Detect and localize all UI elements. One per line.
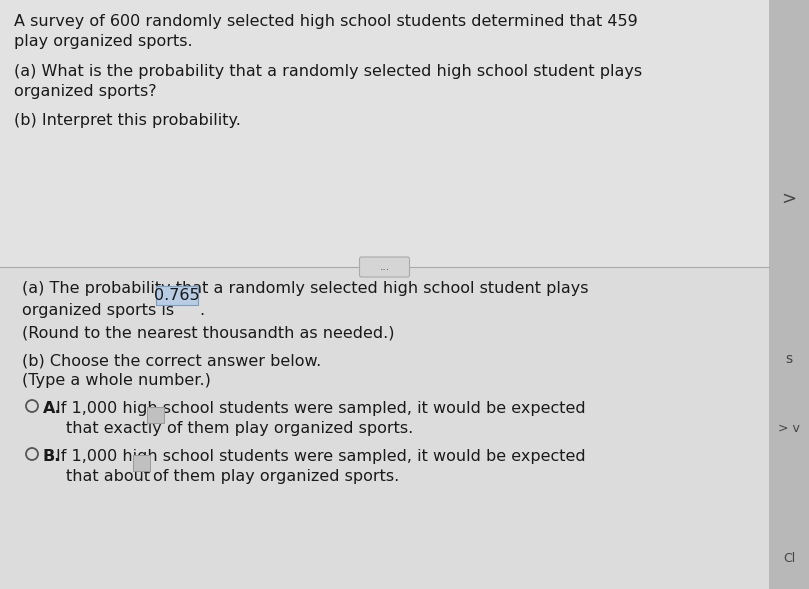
Text: organized sports is: organized sports is (22, 303, 180, 318)
Text: that about: that about (66, 469, 150, 484)
Text: of them play organized sports.: of them play organized sports. (153, 469, 400, 484)
Text: (Type a whole number.): (Type a whole number.) (22, 373, 211, 388)
FancyBboxPatch shape (359, 257, 409, 277)
Text: (a) What is the probability that a randomly selected high school student plays: (a) What is the probability that a rando… (14, 64, 642, 79)
Text: 0.765: 0.765 (155, 288, 200, 303)
Text: organized sports?: organized sports? (14, 84, 157, 99)
Text: .: . (199, 303, 204, 318)
Text: A survey of 600 randomly selected high school students determined that 459: A survey of 600 randomly selected high s… (14, 14, 637, 29)
Text: play organized sports.: play organized sports. (14, 34, 193, 49)
Text: If 1,000 high school students were sampled, it would be expected: If 1,000 high school students were sampl… (56, 449, 586, 464)
FancyBboxPatch shape (147, 406, 164, 422)
FancyBboxPatch shape (156, 286, 198, 305)
FancyBboxPatch shape (769, 0, 809, 589)
Text: (b) Choose the correct answer below.: (b) Choose the correct answer below. (22, 353, 321, 368)
Text: > v: > v (778, 422, 800, 435)
Text: A.: A. (43, 401, 61, 416)
Text: >: > (781, 190, 797, 208)
Text: (b) Interpret this probability.: (b) Interpret this probability. (14, 113, 241, 128)
Text: s: s (786, 352, 793, 366)
Text: B.: B. (43, 449, 61, 464)
Text: (a) The probability that a randomly selected high school student plays: (a) The probability that a randomly sele… (22, 281, 588, 296)
Text: that exactly: that exactly (66, 421, 162, 436)
Text: Cl: Cl (783, 552, 795, 565)
Text: (Round to the nearest thousandth as needed.): (Round to the nearest thousandth as need… (22, 325, 395, 340)
FancyBboxPatch shape (0, 0, 769, 268)
FancyBboxPatch shape (133, 455, 150, 471)
Text: of them play organized sports.: of them play organized sports. (167, 421, 413, 436)
Text: If 1,000 high school students were sampled, it would be expected: If 1,000 high school students were sampl… (56, 401, 586, 416)
Text: ...: ... (379, 262, 390, 272)
FancyBboxPatch shape (0, 268, 769, 589)
